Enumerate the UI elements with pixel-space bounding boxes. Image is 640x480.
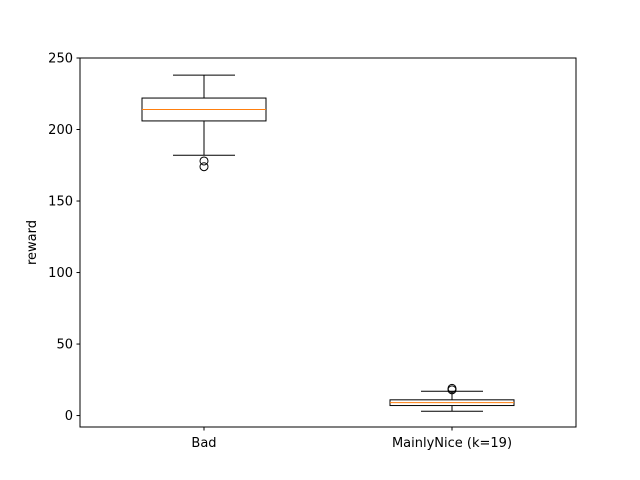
y-axis-label: reward xyxy=(25,220,40,265)
x-tick-label: MainlyNice (k=19) xyxy=(392,436,512,451)
box-group xyxy=(389,383,515,412)
box-group xyxy=(141,74,267,172)
y-axis: 0 50 100 150 200 250 xyxy=(48,52,80,424)
outlier-point xyxy=(447,383,457,393)
y-tick-label: 0 xyxy=(65,409,73,424)
y-tick-label: 50 xyxy=(56,338,73,353)
axes-frame xyxy=(79,57,577,428)
outlier-point xyxy=(199,162,209,172)
y-tick-label: 100 xyxy=(48,266,73,281)
x-axis: Bad MainlyNice (k=19) xyxy=(191,427,512,451)
y-tick-label: 200 xyxy=(48,123,73,138)
y-tick-label: 250 xyxy=(48,52,73,67)
outlier-point xyxy=(199,156,209,166)
x-tick-label: Bad xyxy=(191,436,216,451)
plot-area xyxy=(141,74,515,412)
y-tick-label: 150 xyxy=(48,195,73,210)
